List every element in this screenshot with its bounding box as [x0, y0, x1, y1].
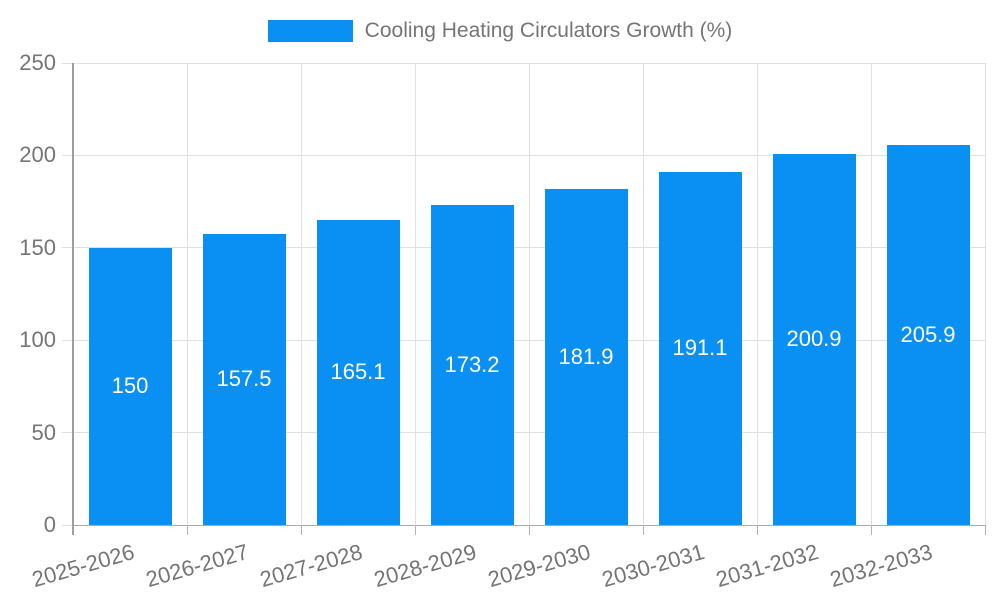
y-axis-label: 200: [19, 142, 56, 168]
bar-value-label: 150: [111, 373, 149, 399]
bar-value-label: 191.1: [672, 335, 728, 361]
bar: 191.1: [658, 171, 742, 525]
bar-value-label: 173.2: [444, 351, 500, 377]
y-axis-tick: [62, 432, 73, 434]
bar: 200.9: [772, 153, 856, 525]
x-axis-tick: [870, 525, 872, 535]
x-axis-tick: [300, 525, 302, 535]
legend-label: Cooling Heating Circulators Growth (%): [364, 19, 733, 42]
gridline-vertical: [414, 63, 416, 525]
bar: 150: [88, 247, 172, 525]
bar: 157.5: [202, 233, 286, 525]
bar-value-label: 157.5: [216, 366, 272, 392]
gridline-vertical: [984, 63, 986, 525]
x-axis-tick: [414, 525, 416, 535]
y-axis-tick: [62, 524, 73, 526]
bar-value-label: 205.9: [900, 321, 956, 347]
x-axis-label: 2029-2030: [484, 539, 593, 593]
gridline-vertical: [186, 63, 188, 525]
y-axis-tick: [62, 247, 73, 249]
x-axis-label: 2027-2028: [256, 539, 365, 593]
y-axis-label: 50: [31, 419, 56, 445]
x-axis-tick: [642, 525, 644, 535]
y-axis-tick: [62, 154, 73, 156]
y-axis-label: 100: [19, 327, 56, 353]
bar: 173.2: [430, 204, 514, 525]
legend[interactable]: Cooling Heating Circulators Growth (%): [0, 19, 1000, 43]
x-axis-tick: [186, 525, 188, 535]
legend-swatch[interactable]: [267, 20, 353, 42]
gridline-vertical: [870, 63, 872, 525]
gridline-vertical: [642, 63, 644, 525]
y-axis-label: 250: [19, 50, 56, 75]
x-axis-label: 2028-2029: [370, 539, 479, 593]
x-axis-tick: [756, 525, 758, 535]
x-axis-label: 2031-2032: [712, 539, 821, 593]
x-axis-label: 2030-2031: [598, 539, 707, 593]
bar: 205.9: [886, 144, 970, 525]
bar: 165.1: [316, 219, 400, 525]
x-axis-label: 2025-2026: [28, 539, 137, 593]
gridline-vertical: [300, 63, 302, 525]
x-axis-label: 2032-2033: [826, 539, 935, 593]
y-axis-tick: [62, 62, 73, 64]
y-axis-tick: [62, 339, 73, 341]
x-axis-label: 2026-2027: [142, 539, 251, 593]
bar: 181.9: [544, 188, 628, 525]
plot-area: 150 157.5 165.1 173.2 181.9 191.1 200.9 205.9: [73, 62, 986, 526]
x-axis-tick: [984, 525, 986, 535]
x-axis-tick: [528, 525, 530, 535]
y-axis-line: [72, 63, 74, 535]
bar-value-label: 200.9: [786, 326, 842, 352]
bar-value-label: 165.1: [330, 359, 386, 385]
gridline-vertical: [756, 63, 758, 525]
y-axis-label: 150: [19, 234, 56, 260]
bar-value-label: 181.9: [558, 343, 614, 369]
y-axis-label: 0: [43, 512, 56, 537]
gridline-vertical: [528, 63, 530, 525]
